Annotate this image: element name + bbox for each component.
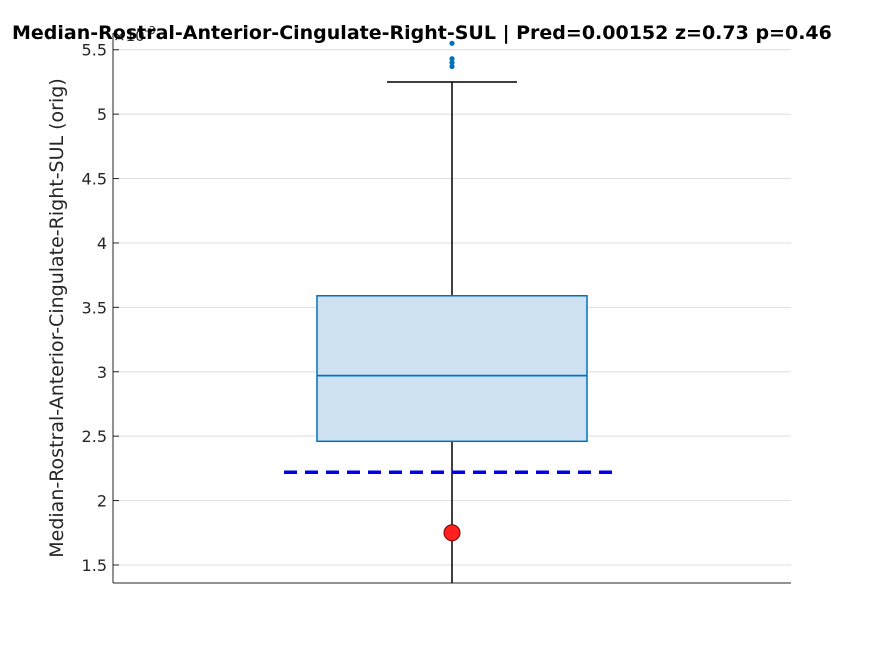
- y-axis-label: Median-Rostral-Anterior-Cingulate-Right-…: [46, 78, 68, 558]
- y-exponent-label: ×10-3: [113, 24, 156, 45]
- y-tick-label: 4: [97, 234, 107, 253]
- y-tick-label: 3: [97, 363, 107, 382]
- y-tick-label: 2.5: [82, 427, 107, 446]
- outlier-point: [449, 40, 455, 46]
- y-tick-label: 5: [97, 105, 107, 124]
- box-plot: [284, 40, 620, 583]
- outlier-point: [449, 56, 455, 62]
- chart-title: Median-Rostral-Anterior-Cingulate-Right-…: [12, 22, 832, 44]
- y-tick-label: 5.5: [82, 41, 107, 60]
- y-tick-label: 4.5: [82, 170, 107, 189]
- y-ticks: 1.5 2 2.5 3 3.5 4 4.5 5 5.5: [82, 41, 119, 575]
- interquartile-box: [316, 295, 588, 443]
- outlier-point: [449, 60, 455, 66]
- y-tick-label: 2: [97, 492, 107, 511]
- y-tick-label: 3.5: [82, 298, 107, 317]
- highlight-point: [443, 524, 461, 542]
- y-tick-label: 1.5: [82, 556, 107, 575]
- outlier-point: [449, 63, 455, 70]
